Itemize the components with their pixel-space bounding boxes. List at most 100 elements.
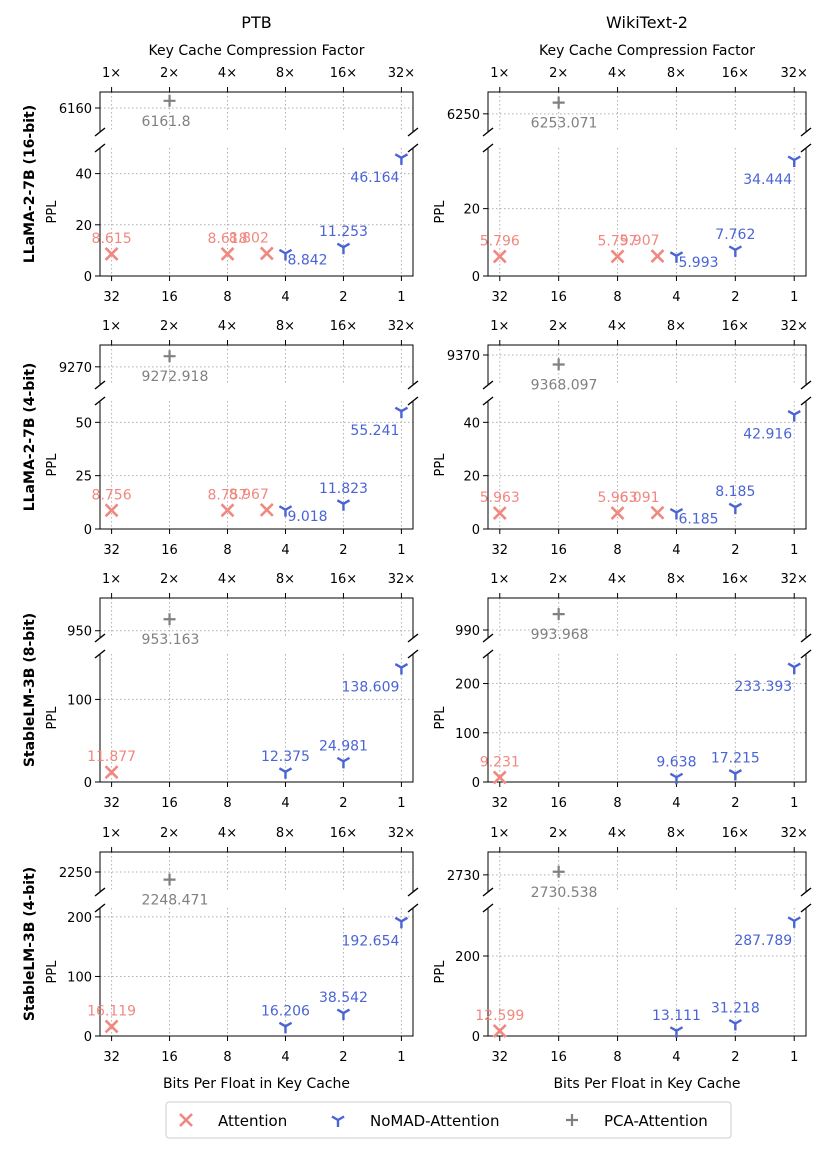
pca-point [552, 865, 565, 878]
nomad-label: 11.253 [319, 224, 368, 240]
bottom-tick-label: 16 [161, 543, 178, 558]
nomad-label: 16.206 [261, 1003, 310, 1019]
nomad-point [278, 248, 293, 261]
y-axis-label: PPL [45, 706, 60, 730]
bottom-tick-label: 4 [672, 1050, 680, 1065]
bottom-tick-label: 16 [161, 796, 178, 811]
nomad-label: 31.218 [711, 1001, 760, 1017]
y-tick-label: 0 [472, 523, 480, 538]
attention-label: 6.091 [619, 490, 659, 506]
legend-marker-x [179, 1113, 193, 1127]
y-tick-label: 2730 [447, 869, 480, 884]
nomad-point [787, 662, 801, 675]
top-tick-label: 8× [276, 319, 295, 334]
y-tick-label: 6250 [447, 108, 480, 123]
nomad-point [394, 153, 409, 165]
top-tick-label: 1× [490, 319, 509, 334]
column-title: PTB [241, 13, 271, 32]
attention-label: 9.231 [480, 754, 520, 770]
nomad-label: 287.789 [734, 933, 792, 949]
y-tick-label: 40 [75, 168, 92, 183]
y-tick-label: 0 [84, 776, 92, 791]
top-tick-label: 16× [330, 319, 357, 334]
axis-break-mark [482, 380, 494, 390]
y-tick-label: 200 [455, 678, 480, 693]
attention-label: 5.963 [598, 490, 638, 506]
top-tick-label: 1× [102, 66, 121, 81]
bottom-tick-label: 2 [731, 543, 739, 558]
pca-point [552, 96, 565, 109]
y-axis-label: PPL [45, 453, 60, 477]
axis-break-mark [94, 143, 106, 153]
top-tick-label: 8× [276, 66, 295, 81]
nomad-point [669, 772, 684, 785]
bottom-tick-label: 1 [790, 290, 798, 305]
attention-label: 5.963 [480, 490, 520, 506]
legend: Attention NoMAD-Attention PCA-Attention [165, 1101, 732, 1139]
bottom-tick-label: 32 [492, 1050, 509, 1065]
top-tick-label: 8× [667, 572, 686, 587]
top-tick-label: 2× [160, 572, 179, 587]
nomad-label: 13.111 [652, 1008, 701, 1024]
nomad-point [336, 499, 351, 511]
lower-axis-frame [99, 908, 414, 1037]
top-tick-label: 4× [608, 319, 627, 334]
top-tick-label: 8× [276, 826, 295, 841]
attention-point [104, 1019, 119, 1034]
axis-break-mark [482, 633, 494, 643]
top-tick-label: 16× [722, 66, 749, 81]
attention-point [492, 770, 507, 785]
bottom-tick-label: 8 [223, 1050, 231, 1065]
nomad-label: 34.444 [743, 172, 792, 188]
nomad-label: 46.164 [350, 170, 399, 186]
top-tick-label: 1× [490, 572, 509, 587]
axis-break-mark [800, 887, 812, 897]
panel-1-2: PPL 6250 0 20 1× 2× 4× 8× 16× 32× 32 16 8 4 2 1 5.796 5.7… [433, 66, 812, 305]
axis-break-mark [407, 143, 419, 153]
legend-label: PCA-Attention [604, 1112, 708, 1130]
bottom-tick-label: 4 [672, 796, 680, 811]
bottom-tick-label: 8 [613, 796, 621, 811]
top-tick-label: 2× [160, 319, 179, 334]
upper-axis-frame [99, 597, 414, 638]
bottom-tick-label: 2 [339, 543, 347, 558]
bottom-tick-label: 4 [281, 796, 289, 811]
attention-point [492, 1024, 507, 1038]
axis-break-mark [800, 396, 812, 406]
pca-label: 2730.538 [531, 885, 598, 901]
row-label: StableLM-3B (8-bit) [22, 613, 38, 767]
y-axis-label: PPL [45, 960, 60, 984]
upper-axis-frame [99, 344, 414, 385]
top-tick-label: 2× [160, 66, 179, 81]
upper-axis-frame [487, 851, 807, 892]
attention-label: 8.618 [207, 231, 247, 247]
y-axis-label: PPL [45, 200, 60, 224]
top-tick-label: 4× [608, 572, 627, 587]
attention-label: 8.802 [229, 230, 269, 246]
bottom-tick-label: 2 [731, 796, 739, 811]
row-label: StableLM-3B (4-bit) [22, 867, 38, 1021]
bottom-tick-label: 1 [397, 1050, 405, 1065]
nomad-point [394, 406, 409, 419]
top-tick-label: 16× [330, 66, 357, 81]
panel-2-2: PPL 9370 0 20 40 1× 2× 4× 8× 16× 32× 32 16 8 4 2 1 5.963 5… [433, 319, 812, 558]
attention-label: 12.599 [475, 1008, 524, 1024]
legend-marker-tri-down [331, 1115, 345, 1127]
top-tick-label: 2× [160, 826, 179, 841]
bottom-tick-label: 1 [397, 543, 405, 558]
lower-axis-frame [99, 654, 414, 783]
axis-break-mark [482, 143, 494, 153]
attention-label: 8.756 [92, 487, 132, 503]
bottom-tick-label: 1 [397, 796, 405, 811]
bottom-tick-label: 32 [492, 543, 509, 558]
top-tick-label: 32× [388, 319, 415, 334]
upper-axis-frame [487, 597, 807, 638]
panel-1-1: LLaMA-2-7B (16-bit) PPL 6160 0 20 40 1× 2× 4× 8× 1… [22, 66, 419, 305]
nomad-point [728, 768, 743, 781]
legend-label: NoMAD-Attention [370, 1112, 499, 1130]
top-tick-label: 32× [781, 319, 808, 334]
nomad-label: 11.823 [319, 481, 368, 497]
bottom-tick-label: 8 [223, 290, 231, 305]
bottom-tick-label: 1 [790, 1050, 798, 1065]
y-tick-label: 20 [463, 470, 480, 485]
